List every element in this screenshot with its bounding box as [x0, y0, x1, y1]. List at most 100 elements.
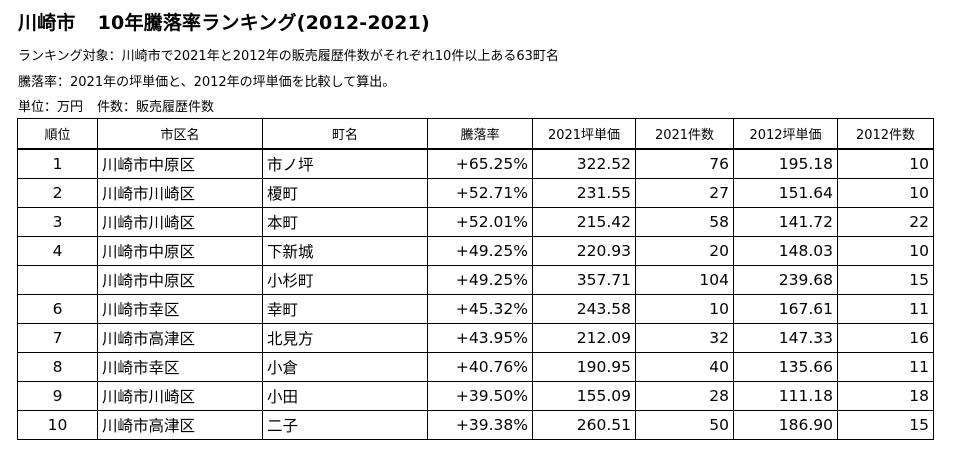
cell-2012-unit-price: 148.03 — [733, 236, 838, 266]
cell-2021-unit-price: 215.42 — [532, 207, 636, 237]
cell-town: 小杉町 — [262, 265, 428, 295]
cell-2021-unit-price: 243.58 — [532, 294, 636, 324]
cell-2012-count: 16 — [837, 323, 934, 353]
cell-town: 榎町 — [262, 178, 428, 208]
cell-town: 二子 — [262, 410, 428, 440]
cell-change-rate: +39.38% — [427, 410, 533, 440]
cell-rank: 8 — [17, 352, 98, 382]
title-ranking: 10年騰落率ランキング(2012-2021) — [97, 12, 430, 34]
cell-2021-unit-price: 322.52 — [532, 148, 636, 179]
cell-2021-count: 104 — [635, 265, 734, 295]
table-row: 2 川崎市川崎区 榎町 +52.71% 231.55 27 151.64 10 — [17, 178, 934, 208]
cell-2012-count: 11 — [837, 352, 934, 382]
header-change-rate: 騰落率 — [427, 118, 533, 150]
cell-rank: 1 — [17, 148, 98, 179]
cell-ward: 川崎市中原区 — [97, 265, 263, 295]
cell-2021-unit-price: 220.93 — [532, 236, 636, 266]
cell-town: 幸町 — [262, 294, 428, 324]
cell-change-rate: +52.01% — [427, 207, 533, 237]
cell-2021-unit-price: 212.09 — [532, 323, 636, 353]
cell-ward: 川崎市川崎区 — [97, 381, 263, 411]
unit-label: 単位：万円 — [18, 100, 84, 115]
table-row: 1 川崎市中原区 市ノ坪 +65.25% 322.52 76 195.18 10 — [17, 148, 934, 179]
cell-2012-unit-price: 111.18 — [733, 381, 838, 411]
cell-2021-count: 50 — [635, 410, 734, 440]
table-row: 9 川崎市川崎区 小田 +39.50% 155.09 28 111.18 18 — [17, 381, 934, 411]
cell-2012-count: 15 — [837, 265, 934, 295]
cell-2021-unit-price: 260.51 — [532, 410, 636, 440]
cell-change-rate: +43.95% — [427, 323, 533, 353]
cell-town: 本町 — [262, 207, 428, 237]
cell-2012-count: 11 — [837, 294, 934, 324]
table-row: 7 川崎市高津区 北見方 +43.95% 212.09 32 147.33 16 — [17, 323, 934, 353]
table-header-row: 順位 市区名 町名 騰落率 2021坪単価 2021件数 2012坪単価 201… — [17, 118, 934, 150]
header-rank: 順位 — [17, 118, 98, 150]
cell-2021-unit-price: 155.09 — [532, 381, 636, 411]
cell-2021-count: 27 — [635, 178, 734, 208]
cell-2012-count: 10 — [837, 236, 934, 266]
cell-2012-unit-price: 135.66 — [733, 352, 838, 382]
cell-ward: 川崎市川崎区 — [97, 178, 263, 208]
table-row: 8 川崎市幸区 小倉 +40.76% 190.95 40 135.66 11 — [17, 352, 934, 382]
cell-2021-unit-price: 231.55 — [532, 178, 636, 208]
cell-rank: 6 — [17, 294, 98, 324]
cell-2012-unit-price: 151.64 — [733, 178, 838, 208]
cell-ward: 川崎市中原区 — [97, 148, 263, 179]
cell-town: 北見方 — [262, 323, 428, 353]
cell-town: 小田 — [262, 381, 428, 411]
cell-2021-unit-price: 357.71 — [532, 265, 636, 295]
cell-2012-unit-price: 186.90 — [733, 410, 838, 440]
cell-ward: 川崎市高津区 — [97, 323, 263, 353]
cell-rank: 9 — [17, 381, 98, 411]
header-2021-count: 2021件数 — [635, 118, 734, 150]
cell-change-rate: +49.25% — [427, 236, 533, 266]
table-row: 4 川崎市中原区 下新城 +49.25% 220.93 20 148.03 10 — [17, 236, 934, 266]
calculation-note: 騰落率：2021年の坪単価と、2012年の坪単価を比較して算出。 — [18, 75, 396, 90]
cell-2012-unit-price: 147.33 — [733, 323, 838, 353]
cell-2012-count: 22 — [837, 207, 934, 237]
cell-2021-count: 58 — [635, 207, 734, 237]
header-2021-unit-price: 2021坪単価 — [532, 118, 636, 150]
cell-change-rate: +45.32% — [427, 294, 533, 324]
cell-rank: 4 — [17, 236, 98, 266]
cell-2021-count: 28 — [635, 381, 734, 411]
cell-2021-count: 20 — [635, 236, 734, 266]
cell-2021-count: 40 — [635, 352, 734, 382]
cell-ward: 川崎市中原区 — [97, 236, 263, 266]
header-ward: 市区名 — [97, 118, 263, 150]
cell-2021-count: 76 — [635, 148, 734, 179]
cell-ward: 川崎市幸区 — [97, 294, 263, 324]
cell-change-rate: +49.25% — [427, 265, 533, 295]
unit-note: 単位：万円 件数：販売履歴件数 — [18, 96, 214, 115]
cell-rank: 7 — [17, 323, 98, 353]
table-row: 10 川崎市高津区 二子 +39.38% 260.51 50 186.90 15 — [17, 410, 934, 440]
cell-2012-unit-price: 141.72 — [733, 207, 838, 237]
cell-rank: 3 — [17, 207, 98, 237]
ranking-table: 順位 市区名 町名 騰落率 2021坪単価 2021件数 2012坪単価 201… — [17, 118, 934, 440]
cell-2012-count: 10 — [837, 178, 934, 208]
page-title: 川崎市 10年騰落率ランキング(2012-2021) — [18, 8, 430, 35]
table-row: 6 川崎市幸区 幸町 +45.32% 243.58 10 167.61 11 — [17, 294, 934, 324]
cell-town: 市ノ坪 — [262, 148, 428, 179]
header-2012-unit-price: 2012坪単価 — [733, 118, 838, 150]
cell-2021-unit-price: 190.95 — [532, 352, 636, 382]
cell-change-rate: +40.76% — [427, 352, 533, 382]
cell-change-rate: +65.25% — [427, 148, 533, 179]
header-town: 町名 — [262, 118, 428, 150]
cell-ward: 川崎市高津区 — [97, 410, 263, 440]
cell-change-rate: +39.50% — [427, 381, 533, 411]
title-city: 川崎市 — [18, 12, 76, 34]
cell-town: 下新城 — [262, 236, 428, 266]
cell-2012-unit-price: 195.18 — [733, 148, 838, 179]
cell-2012-count: 18 — [837, 381, 934, 411]
cell-2012-unit-price: 167.61 — [733, 294, 838, 324]
cell-town: 小倉 — [262, 352, 428, 382]
cell-rank — [17, 265, 98, 295]
table-row: 3 川崎市川崎区 本町 +52.01% 215.42 58 141.72 22 — [17, 207, 934, 237]
count-label: 件数：販売履歴件数 — [97, 100, 215, 115]
cell-2021-count: 32 — [635, 323, 734, 353]
cell-2012-count: 10 — [837, 148, 934, 179]
ranking-target-note: ランキング対象：川崎市で2021年と2012年の販売履歴件数がそれぞれ10件以上… — [18, 49, 559, 64]
cell-2012-unit-price: 239.68 — [733, 265, 838, 295]
cell-ward: 川崎市川崎区 — [97, 207, 263, 237]
